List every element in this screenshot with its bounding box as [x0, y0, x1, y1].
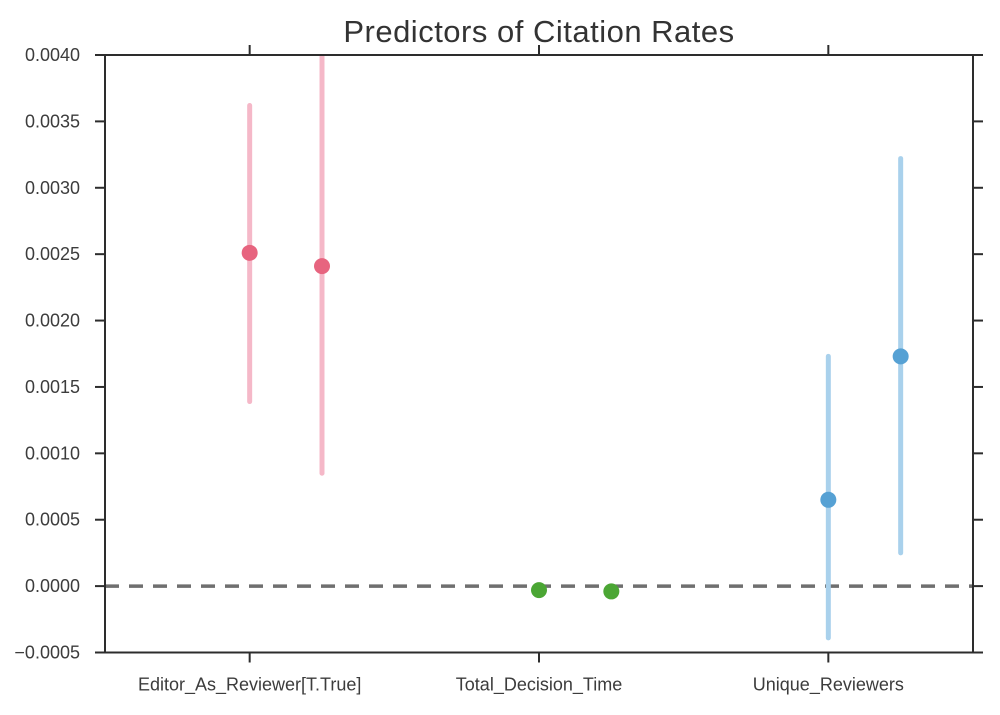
- y-tick-label: 0.0000: [25, 576, 80, 596]
- x-tick-label: Unique_Reviewers: [753, 675, 904, 696]
- y-tick-label: 0.0025: [25, 244, 80, 264]
- data-point-marker: [892, 348, 909, 365]
- chart-title: Predictors of Citation Rates: [343, 14, 735, 49]
- data-point-marker: [820, 491, 837, 508]
- x-tick-label: Total_Decision_Time: [456, 675, 622, 696]
- data-point-marker: [314, 258, 330, 275]
- y-tick-label: 0.0015: [25, 377, 80, 397]
- y-tick-label: 0.0040: [25, 45, 80, 65]
- x-tick-label: Editor_As_Reviewer[T.True]: [138, 675, 361, 696]
- data-point-marker: [603, 583, 620, 600]
- y-tick-label: −0.0005: [14, 643, 80, 663]
- y-tick-label: 0.0010: [25, 443, 80, 463]
- y-tick-label: 0.0030: [25, 178, 80, 198]
- y-tick-label: 0.0005: [25, 510, 80, 530]
- y-tick-label: 0.0035: [25, 111, 80, 131]
- data-point-marker: [241, 244, 258, 261]
- axes-spines: [104, 54, 974, 654]
- y-tick-label: 0.0020: [25, 311, 80, 331]
- data-point-marker: [531, 582, 547, 599]
